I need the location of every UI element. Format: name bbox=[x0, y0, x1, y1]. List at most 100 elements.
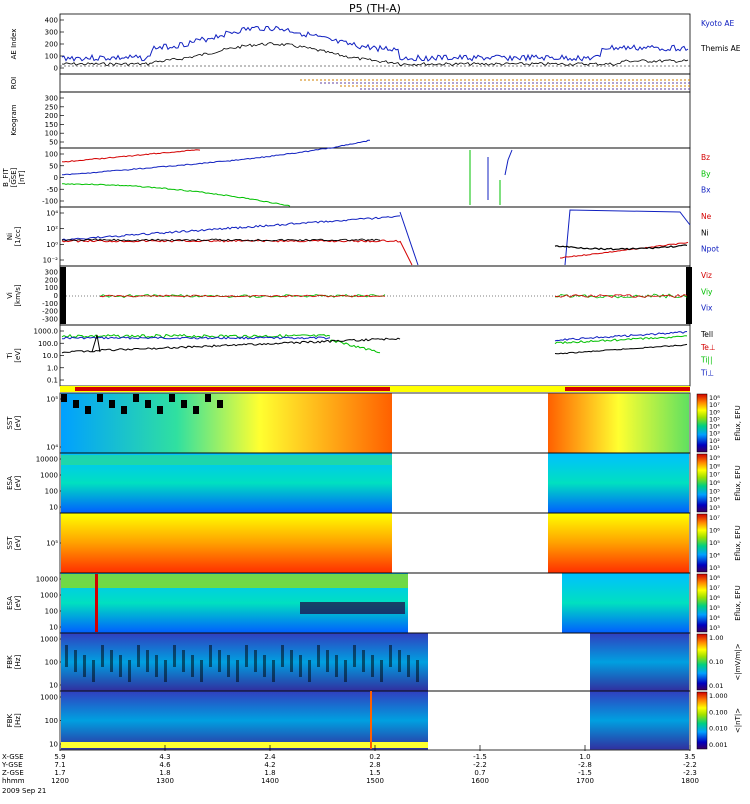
fbk-e-stripe bbox=[398, 650, 401, 672]
colorbar-tick: 10⁶ bbox=[709, 479, 720, 487]
tell-spike bbox=[91, 334, 101, 353]
colorbar-fbk1 bbox=[696, 633, 708, 691]
viy-line bbox=[99, 294, 386, 298]
viz-line bbox=[99, 294, 386, 298]
x-axis-value: 0.7 bbox=[474, 769, 485, 777]
viz-line-2 bbox=[554, 293, 688, 298]
legend-ti: Te⊥ bbox=[700, 343, 715, 352]
fbk-e-stripe bbox=[344, 660, 347, 682]
ti-perp-line bbox=[62, 336, 331, 340]
fbk-e-stripe bbox=[200, 660, 203, 682]
ylabel-line: Ni bbox=[6, 233, 14, 240]
colorbar-tick: 0.010 bbox=[709, 725, 728, 733]
ylabel-line: [Hz] bbox=[14, 655, 22, 670]
bz-line bbox=[61, 149, 201, 163]
colorbar-tick: 10³ bbox=[709, 564, 720, 572]
sst-e-dropout bbox=[73, 400, 79, 408]
y-tick-label: 10 bbox=[49, 504, 58, 512]
by-line bbox=[61, 183, 291, 207]
y-tick-label: 100 bbox=[45, 659, 58, 667]
x-axis-value: 1400 bbox=[261, 777, 279, 785]
x-axis-value: -1.5 bbox=[578, 769, 592, 777]
y-tick-label: 100 bbox=[45, 608, 58, 616]
colorbar-tick: 10⁴ bbox=[709, 423, 720, 431]
colorbar-tick: 10⁵ bbox=[709, 487, 720, 495]
colorbar-tick: 10² bbox=[709, 437, 720, 445]
x-axis-value: 3.5 bbox=[684, 753, 695, 761]
colorbar-tick: 10⁸ bbox=[709, 574, 720, 582]
ni-line bbox=[61, 238, 381, 242]
region-bar-red bbox=[565, 387, 690, 391]
y-tick-label: 1000 bbox=[40, 592, 58, 600]
esa-i-band bbox=[61, 574, 408, 588]
y-tick-label: 10² bbox=[46, 225, 58, 233]
x-axis-value: 1.8 bbox=[159, 769, 170, 777]
npot-drop bbox=[399, 211, 419, 266]
ylabel-line: ESA bbox=[6, 596, 14, 610]
colorbar-sst_i bbox=[696, 513, 708, 573]
x-axis-value: -2.8 bbox=[578, 761, 592, 769]
ti-par-tail bbox=[329, 339, 381, 354]
panel-ylabel-bfit: B_FIT[GSE][nT] bbox=[2, 167, 26, 187]
x-axis-value: 1.8 bbox=[264, 769, 275, 777]
x-axis-value: -1.5 bbox=[473, 753, 487, 761]
legend-ni: Ni bbox=[701, 228, 709, 237]
tell-line-2 bbox=[554, 343, 688, 355]
vi-bar-right bbox=[686, 267, 692, 324]
fbk-e-stripe bbox=[83, 655, 86, 677]
fbk-e-stripe bbox=[218, 650, 221, 672]
colorbar-esa_i bbox=[696, 573, 708, 633]
x-axis-value: 1.0 bbox=[579, 753, 590, 761]
colorbar-tick: 10⁹ bbox=[709, 454, 720, 462]
y-tick-label: 300 bbox=[45, 95, 58, 103]
esa-i-dark bbox=[300, 602, 405, 614]
panel-ylabel-esa_e: ESA[eV] bbox=[6, 475, 22, 490]
x-axis-value: 4.3 bbox=[159, 753, 170, 761]
ylabel-line: SST bbox=[6, 536, 14, 550]
x-axis-value: 1.5 bbox=[369, 769, 380, 777]
x-axis-value: 2.4 bbox=[264, 753, 276, 761]
ylabel-line: [eV] bbox=[14, 595, 22, 610]
bx-end bbox=[504, 149, 513, 176]
y-tick-label: 1000 bbox=[40, 694, 58, 702]
fbk-e-stripe bbox=[92, 660, 95, 682]
y-tick-label: 10000 bbox=[36, 576, 58, 584]
colorbar-tick: 10⁵ bbox=[709, 604, 720, 612]
x-axis-value: 1700 bbox=[576, 777, 594, 785]
y-tick-label: 100 bbox=[45, 284, 58, 292]
y-tick-label: 100 bbox=[45, 717, 58, 725]
colorbar-tick: 10⁶ bbox=[709, 408, 720, 416]
ylabel-line: [nT] bbox=[18, 170, 26, 184]
ylabel-line: [eV] bbox=[14, 348, 22, 363]
x-axis-value: -2.2 bbox=[473, 761, 487, 769]
fbk-b-spike bbox=[370, 691, 372, 749]
fbk-e-stripe bbox=[227, 655, 230, 677]
sst-e-dropout bbox=[145, 400, 151, 408]
ni-line-2 bbox=[554, 244, 688, 251]
legend-vi: Viy bbox=[701, 287, 713, 296]
y-tick-label: 300 bbox=[45, 29, 58, 37]
x-axis-row-label: X-GSE bbox=[2, 753, 24, 761]
bx-line bbox=[61, 139, 371, 176]
panel-ylabel-fbk1: FBK[Hz] bbox=[6, 655, 22, 670]
themis-ae-line bbox=[61, 42, 689, 67]
y-tick-label: 0 bbox=[54, 174, 58, 182]
esa-i-spectrogram-2 bbox=[562, 573, 689, 633]
fbk-e-stripe bbox=[407, 655, 410, 677]
legend-ae: Themis AE bbox=[700, 44, 741, 53]
ylabel-line: [GSE] bbox=[10, 167, 18, 187]
panel-ylabel-roi: ROI bbox=[10, 77, 18, 89]
ylabel-line: Vi bbox=[6, 292, 14, 299]
panel-ylabel-sst_e: SST[eV] bbox=[6, 415, 22, 430]
panel-ylabel-keogram: Keogram bbox=[10, 104, 18, 135]
ti-par-line-2 bbox=[554, 335, 688, 345]
sst-e-dropout bbox=[97, 394, 103, 402]
fbk-e-stripe bbox=[137, 645, 140, 667]
x-axis-value: 1800 bbox=[681, 777, 699, 785]
x-axis-value: 1.7 bbox=[54, 769, 65, 777]
colorbar-tick: 10⁵ bbox=[709, 539, 720, 547]
sst-e-dropout bbox=[193, 406, 199, 414]
panel-frame-ti bbox=[59, 324, 691, 387]
fbk-e-stripe bbox=[371, 655, 374, 677]
sst-e-dropout bbox=[217, 400, 223, 408]
